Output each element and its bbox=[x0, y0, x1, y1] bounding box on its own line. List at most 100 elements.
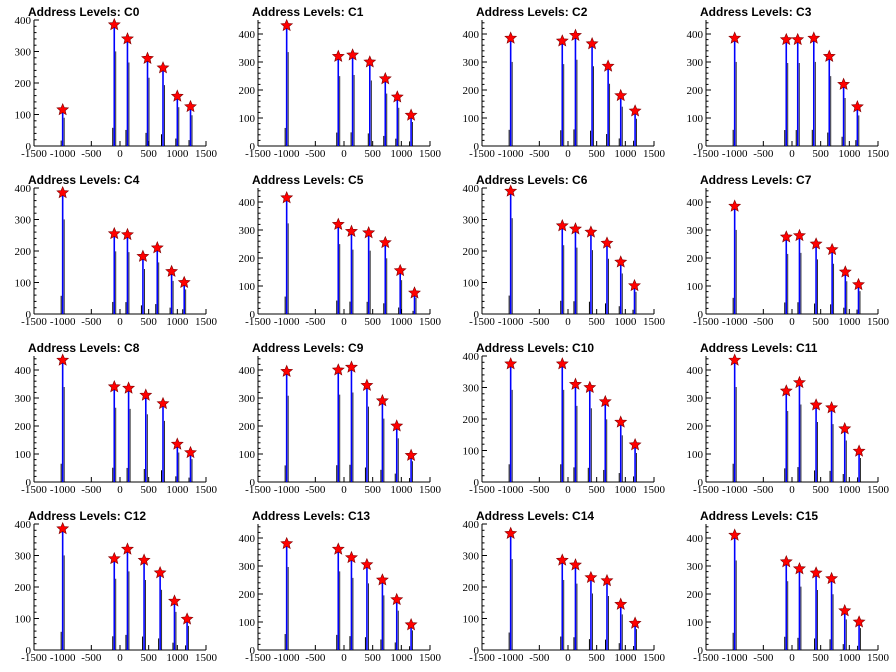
x-tick-label: 1500 bbox=[195, 484, 218, 496]
peak-star-marker bbox=[122, 381, 136, 394]
histogram-plot: 0 100 200 300 400 -1500 -1000 -500 0 500 1000 1500 bbox=[239, 188, 442, 328]
x-tick-label: 0 bbox=[789, 316, 795, 328]
x-tick-label: 1500 bbox=[643, 148, 666, 160]
peak-star-marker bbox=[583, 380, 597, 394]
x-tick-label: -500 bbox=[529, 316, 550, 328]
y-tick-label: 100 bbox=[463, 278, 480, 290]
peak-star-marker bbox=[568, 28, 582, 41]
histogram-panel: Address Levels: C7 0 100 200 300 400 -1500 -100… bbox=[672, 168, 896, 336]
y-tick-label: 400 bbox=[239, 29, 256, 41]
peak-star-marker bbox=[791, 32, 805, 46]
histogram-plot: 0 100 200 300 400 -1500 -1000 -500 0 500 1000 1500 bbox=[463, 20, 666, 160]
peak-star-marker bbox=[170, 437, 184, 450]
x-tick-label: 1000 bbox=[166, 148, 189, 160]
x-tick-label: 500 bbox=[812, 316, 829, 328]
peak-star-marker bbox=[280, 18, 294, 32]
x-tick-label: 0 bbox=[789, 484, 795, 496]
y-tick-label: 200 bbox=[239, 589, 256, 601]
x-tick-label: -1000 bbox=[274, 484, 300, 496]
peak-star-marker bbox=[331, 217, 345, 230]
peak-star-marker bbox=[120, 542, 134, 555]
y-tick-label: 100 bbox=[463, 113, 480, 125]
peak-star-marker bbox=[600, 573, 614, 587]
peak-star-marker bbox=[137, 553, 151, 566]
peak-star-marker bbox=[375, 394, 389, 407]
y-tick-label: 100 bbox=[463, 614, 480, 626]
x-tick-label: -1500 bbox=[693, 316, 719, 328]
x-tick-label: 0 bbox=[565, 652, 571, 664]
y-tick-label: 400 bbox=[463, 519, 480, 531]
peak-star-marker bbox=[852, 444, 866, 457]
peak-star-marker bbox=[838, 422, 852, 435]
x-tick-label: 1500 bbox=[643, 652, 666, 664]
y-tick-label: 0 bbox=[250, 477, 256, 489]
y-tick-label: 0 bbox=[474, 141, 480, 153]
x-tick-label: -1000 bbox=[722, 652, 748, 664]
x-tick-label: -500 bbox=[753, 484, 774, 496]
y-tick-label: 0 bbox=[26, 645, 32, 657]
peak-star-marker bbox=[390, 419, 404, 432]
peak-star-marker bbox=[346, 48, 360, 61]
peak-star-marker bbox=[184, 445, 197, 459]
x-tick-label: -1500 bbox=[469, 652, 495, 664]
panel-title: Address Levels: C10 bbox=[476, 341, 595, 355]
x-tick-label: -1500 bbox=[693, 484, 719, 496]
histogram-panel: Address Levels: C8 0 100 200 300 400 -1500 -100… bbox=[0, 336, 224, 504]
x-tick-label: 1000 bbox=[838, 148, 861, 160]
x-tick-label: 0 bbox=[789, 652, 795, 664]
y-tick-label: 300 bbox=[463, 215, 480, 227]
peak-star-marker bbox=[825, 401, 839, 414]
x-tick-label: -500 bbox=[529, 148, 550, 160]
histogram-plot: 0 100 200 300 400 -1500 -1000 -500 0 500 1000 1500 bbox=[463, 519, 666, 664]
y-tick-label: 300 bbox=[15, 551, 32, 563]
y-tick-label: 400 bbox=[687, 29, 704, 41]
peak-star-marker bbox=[825, 571, 839, 585]
peak-star-marker bbox=[360, 378, 374, 391]
histogram-panel: Address Levels: C11 0 100 200 300 400 -1500 -10… bbox=[672, 336, 896, 504]
y-tick-label: 400 bbox=[15, 365, 32, 377]
y-tick-label: 400 bbox=[239, 365, 256, 377]
y-tick-label: 200 bbox=[687, 589, 704, 601]
x-tick-label: -1500 bbox=[469, 148, 495, 160]
peak-star-marker bbox=[404, 108, 418, 121]
y-tick-label: 100 bbox=[687, 113, 704, 125]
peak-star-marker bbox=[139, 388, 153, 401]
peak-star-marker bbox=[809, 237, 823, 250]
peak-star-marker bbox=[555, 553, 569, 566]
panel-title: Address Levels: C0 bbox=[28, 5, 140, 19]
peak-star-marker bbox=[170, 89, 184, 102]
peak-star-marker bbox=[280, 191, 294, 204]
peak-star-marker bbox=[779, 230, 793, 243]
x-tick-label: -1500 bbox=[245, 652, 271, 664]
y-tick-label: 200 bbox=[239, 421, 256, 433]
x-tick-label: -1000 bbox=[50, 484, 76, 496]
y-tick-label: 400 bbox=[687, 365, 704, 377]
peak-star-marker bbox=[156, 61, 170, 74]
y-tick-label: 200 bbox=[463, 582, 480, 594]
panel-title: Address Levels: C1 bbox=[252, 5, 364, 19]
x-tick-label: -500 bbox=[529, 652, 550, 664]
panel-title: Address Levels: C4 bbox=[28, 173, 140, 187]
y-tick-label: 0 bbox=[698, 309, 704, 321]
y-tick-label: 300 bbox=[239, 225, 256, 237]
x-tick-label: -500 bbox=[305, 148, 326, 160]
peak-star-marker bbox=[614, 255, 628, 268]
x-tick-label: 1000 bbox=[838, 316, 861, 328]
panel-title: Address Levels: C9 bbox=[252, 341, 364, 355]
peak-star-marker bbox=[150, 241, 164, 254]
peak-star-marker bbox=[807, 31, 821, 44]
x-tick-label: 500 bbox=[588, 148, 605, 160]
x-tick-label: -1000 bbox=[722, 148, 748, 160]
histogram-panel: Address Levels: C0 0 100 200 300 400 -1500 -100… bbox=[0, 0, 224, 168]
peak-star-marker bbox=[360, 557, 374, 571]
x-tick-label: -1000 bbox=[498, 484, 524, 496]
peak-star-marker bbox=[779, 32, 793, 46]
y-tick-label: 100 bbox=[15, 110, 32, 122]
peak-star-marker bbox=[792, 562, 806, 575]
peak-star-marker bbox=[184, 99, 197, 113]
histogram-panel: Address Levels: C3 0 100 200 300 400 -1500 -100… bbox=[672, 0, 896, 168]
x-tick-label: 1500 bbox=[643, 484, 666, 496]
x-tick-label: -500 bbox=[305, 316, 326, 328]
peak-star-marker bbox=[120, 32, 134, 45]
